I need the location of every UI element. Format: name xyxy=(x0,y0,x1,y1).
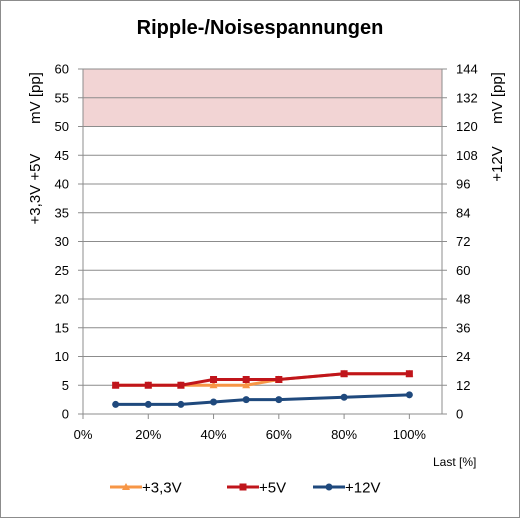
series-line-12v xyxy=(115,393,410,406)
chart-title: Ripple-/Noisespannungen xyxy=(137,17,384,39)
y-tick-label-left: 0 xyxy=(62,407,69,422)
y-tick-label-right: 72 xyxy=(456,234,470,249)
data-point-5v xyxy=(405,370,413,378)
x-tick-label: 40% xyxy=(201,427,227,442)
y-tick-label-left: 50 xyxy=(55,119,69,134)
x-tick-label: 100% xyxy=(393,427,427,442)
y-tick-label-right: 84 xyxy=(456,205,470,220)
y-tick-label-left: 60 xyxy=(55,62,69,77)
data-point-5v xyxy=(112,381,120,389)
data-point-3-3v xyxy=(242,381,251,389)
plot-axes xyxy=(78,68,447,419)
y-tick-label-right: 24 xyxy=(456,349,470,364)
y-tick-label-right: 12 xyxy=(456,378,470,393)
y-tick-label-left: 30 xyxy=(55,234,69,249)
data-point-5v xyxy=(340,370,348,378)
legend-label-5v: +5V xyxy=(259,480,286,497)
legend-label-12v: +12V xyxy=(345,480,380,497)
y-tick-label-right: 144 xyxy=(456,62,478,77)
legend-marker-3-3v xyxy=(122,483,130,490)
y-tick-label-left: 45 xyxy=(55,148,69,163)
x-tick-label: 80% xyxy=(331,427,357,442)
x-tick-label: 0% xyxy=(74,427,93,442)
data-point-12v xyxy=(242,396,250,404)
x-tick-label: 60% xyxy=(266,427,292,442)
y-tick-label-right: 96 xyxy=(456,177,470,192)
data-point-12v xyxy=(275,396,283,404)
x-axis-title: Last [%] xyxy=(433,455,476,469)
data-point-12v xyxy=(340,393,348,401)
y-tick-label-left: 55 xyxy=(55,90,69,105)
data-series xyxy=(111,369,414,408)
y-tick-label-right: 0 xyxy=(456,407,463,422)
y-axis-right-title-rail: +12V xyxy=(489,146,506,181)
x-tick-label: 20% xyxy=(135,427,161,442)
y-tick-label-left: 15 xyxy=(55,320,69,335)
gridlines xyxy=(83,68,442,415)
y-tick-label-left: 10 xyxy=(55,349,69,364)
data-point-5v xyxy=(242,376,250,383)
y-tick-label-left: 40 xyxy=(55,177,69,192)
y-tick-label-right: 120 xyxy=(456,119,478,134)
y-tick-label-right: 36 xyxy=(456,320,470,335)
legend-marker-12v xyxy=(325,483,333,491)
data-point-5v xyxy=(144,381,152,389)
y-axis-left-title-rails: +3,3V +5V xyxy=(27,154,44,225)
data-point-3-3v xyxy=(209,381,218,389)
legend-label-3-3v: +3,3V xyxy=(142,480,182,497)
data-point-12v xyxy=(112,400,120,408)
y-tick-label-right: 60 xyxy=(456,263,470,278)
data-point-12v xyxy=(144,400,152,408)
tick-labels: 0 0 5 12 10 24 15 36 20 48 25 60 30 72 35 84 40 96 45 108 50… xyxy=(55,62,478,443)
legend: +3,3V +5V +12V xyxy=(110,480,380,497)
y-tick-label-right: 132 xyxy=(456,90,478,105)
y-axis-left-title-units: mV [pp] xyxy=(27,72,44,124)
legend-marker-5v xyxy=(239,483,247,491)
y-tick-label-left: 25 xyxy=(55,263,69,278)
y-tick-label-left: 35 xyxy=(55,205,69,220)
y-tick-label-left: 20 xyxy=(55,292,69,307)
data-point-5v xyxy=(275,376,283,383)
data-point-12v xyxy=(210,398,218,406)
series-line-5v xyxy=(115,372,410,387)
data-point-12v xyxy=(405,391,413,399)
data-point-12v xyxy=(177,400,185,408)
y-tick-label-right: 48 xyxy=(456,292,470,307)
data-point-5v xyxy=(177,381,185,389)
data-point-5v xyxy=(210,376,218,383)
y-axis-right-title-units: mV [pp] xyxy=(489,72,506,124)
y-tick-label-right: 108 xyxy=(456,148,478,163)
y-tick-label-left: 5 xyxy=(62,378,69,393)
